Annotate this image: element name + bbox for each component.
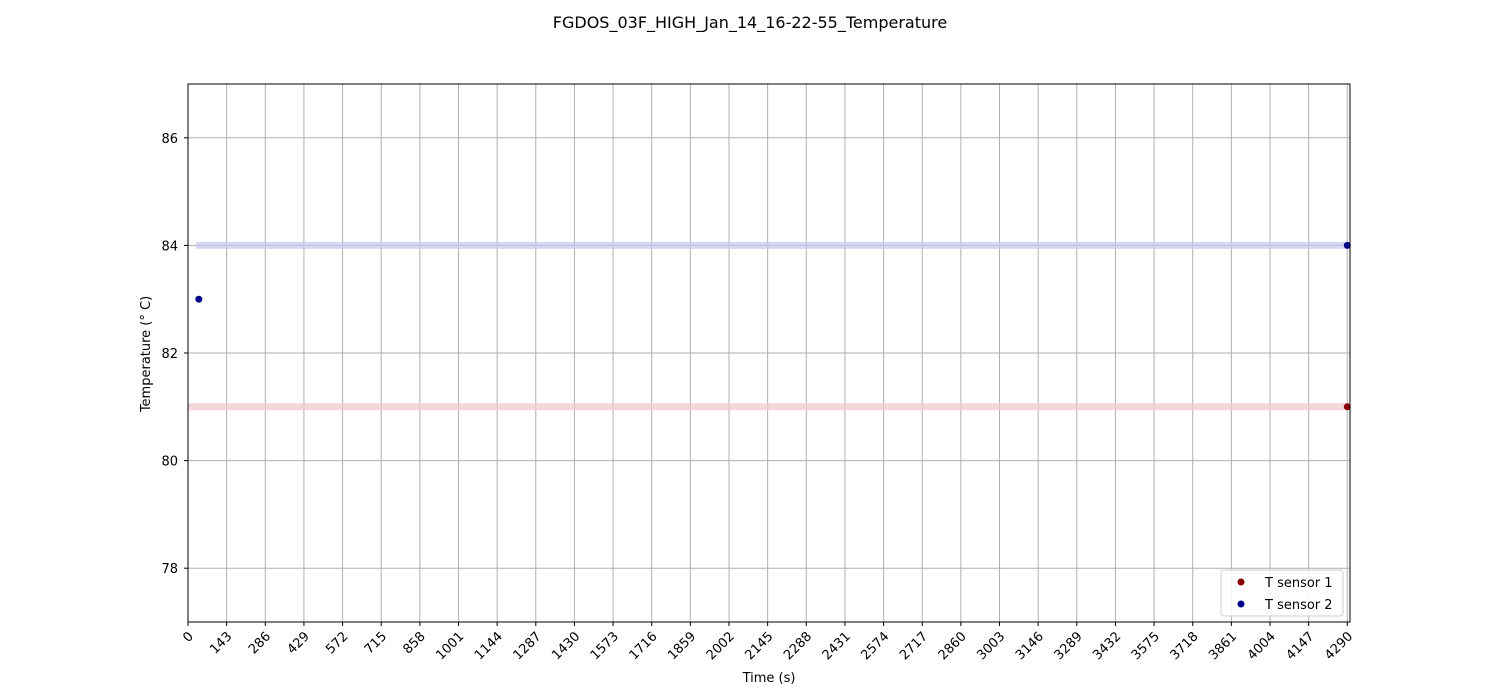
x-tick-label: 1144	[472, 629, 506, 663]
x-tick-label: 572	[323, 629, 351, 657]
x-tick-label: 1430	[549, 629, 583, 663]
x-tick-label: 1859	[665, 629, 699, 663]
x-tick-label: 2288	[781, 629, 815, 663]
x-tick-label: 2574	[858, 629, 892, 663]
x-tick-label: 4290	[1322, 629, 1356, 663]
data-point	[195, 295, 203, 303]
x-tick-label: 2002	[704, 629, 738, 663]
x-tick-label: 429	[285, 629, 313, 657]
x-tick-label: 1573	[588, 629, 622, 663]
x-tick-label: 3003	[974, 629, 1008, 663]
x-tick-label: 715	[362, 629, 390, 657]
x-tick-label: 2145	[742, 629, 776, 663]
y-tick-label: 80	[161, 455, 178, 470]
x-tick-label: 3575	[1129, 629, 1163, 663]
y-tick-label: 78	[161, 562, 178, 577]
x-tick-label: 286	[246, 629, 274, 657]
data-points	[195, 241, 1351, 411]
x-tick-label: 0	[180, 629, 196, 645]
y-axis-ticks: 78 80 82 84 86	[161, 132, 188, 577]
x-tick-label: 2431	[820, 629, 854, 663]
legend-label: T sensor 1	[1264, 576, 1333, 591]
x-tick-label: 2860	[936, 629, 970, 663]
legend: T sensor 1 T sensor 2	[1220, 569, 1344, 617]
x-tick-label: 3861	[1206, 629, 1240, 663]
x-tick-label: 858	[401, 629, 429, 657]
x-tick-label: 3718	[1168, 629, 1202, 663]
x-tick-label: 2717	[897, 629, 931, 663]
x-tick-label: 4004	[1245, 629, 1279, 663]
y-tick-label: 84	[161, 239, 178, 254]
x-tick-label: 4147	[1283, 629, 1317, 663]
x-tick-label: 3432	[1090, 629, 1124, 663]
y-tick-label: 82	[161, 347, 178, 362]
y-axis-label: Temperature (° C)	[139, 296, 154, 413]
x-tick-label: 1001	[433, 629, 467, 663]
y-tick-label: 86	[161, 132, 178, 147]
x-tick-label: 3289	[1052, 629, 1086, 663]
x-axis-ticks: 0 143 286 429 572 715 858 1001 1144 1287 1430 1573 1…	[180, 622, 1356, 663]
data-point	[1343, 241, 1351, 249]
x-axis-label: Time (s)	[742, 671, 796, 686]
x-tick-label: 143	[207, 629, 235, 657]
series-bands	[188, 241, 1348, 411]
chart-title: FGDOS_03F_HIGH_Jan_14_16-22-55_Temperatu…	[553, 13, 947, 33]
legend-label: T sensor 2	[1264, 598, 1333, 613]
x-tick-label: 3146	[1013, 629, 1047, 663]
x-tick-label: 1716	[627, 629, 661, 663]
data-point	[1343, 403, 1351, 411]
legend-marker	[1237, 600, 1245, 608]
x-tick-label: 1287	[511, 629, 545, 663]
legend-marker	[1237, 578, 1245, 586]
legend-box	[1220, 569, 1344, 617]
